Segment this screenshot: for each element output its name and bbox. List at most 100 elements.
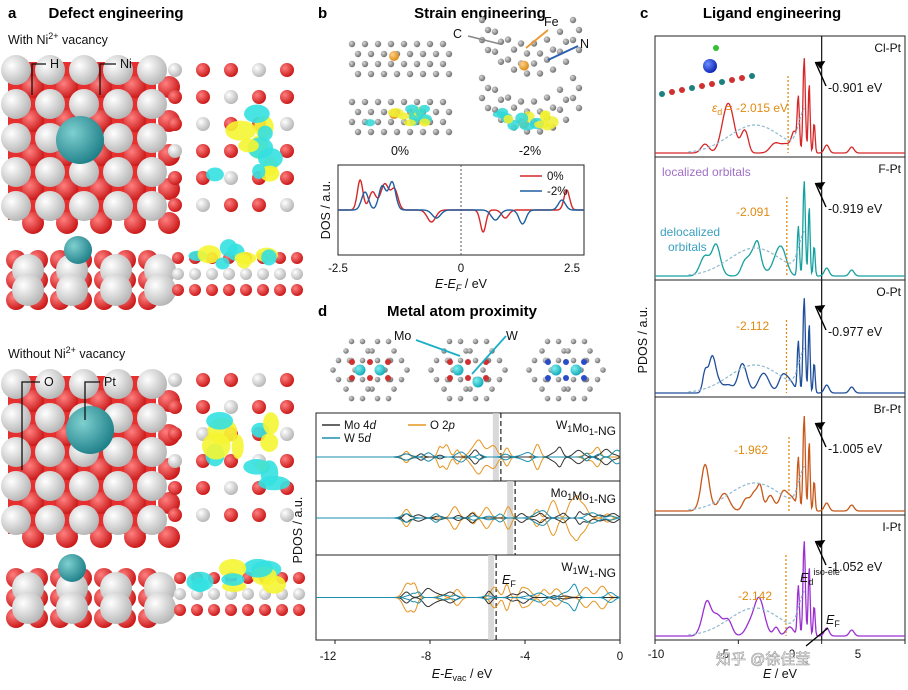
atom [168, 508, 182, 522]
h-atom [1, 471, 31, 501]
h-atom [35, 369, 65, 399]
charge-lobe [252, 163, 266, 179]
charge-lobe [515, 112, 529, 125]
pdos-c-curve-4 [655, 541, 905, 637]
delocalized-label-1: delocalized [660, 225, 720, 239]
slab-top-view-without-vacancy [1, 369, 180, 548]
pdos-d-curve-1-0-dn [316, 517, 620, 542]
charge-lobe [503, 114, 514, 124]
slab-side-view-with-vacancy [6, 236, 176, 310]
h-atom [69, 89, 99, 119]
c-atom [426, 60, 434, 68]
o-atom [56, 76, 78, 98]
c-atom [478, 16, 486, 24]
c-atom [359, 376, 366, 383]
atom [224, 171, 238, 185]
pdos-c-energy-3: -1.005 eV [828, 442, 883, 456]
c-atom [472, 357, 479, 364]
pdos-c-xtick-2: -5 [719, 649, 729, 661]
c-atom [445, 108, 453, 116]
c-atom [406, 50, 414, 58]
atom [280, 63, 294, 77]
c-atom [530, 98, 538, 105]
o-atom [90, 212, 112, 234]
h-atom [69, 157, 99, 187]
c-atom [365, 348, 371, 354]
h-atom [137, 471, 167, 501]
c-atom [570, 357, 577, 364]
n-or-o-atom [447, 375, 453, 381]
h-atom [69, 505, 99, 535]
charge-density-side-with-vacancy [172, 239, 303, 296]
metal-atom-2 [570, 364, 582, 376]
atom [257, 268, 269, 280]
o-atom [22, 390, 44, 412]
o-atom [22, 212, 44, 234]
c-atom [419, 70, 427, 78]
n-or-o-atom [483, 375, 489, 381]
arrow-mo [415, 339, 461, 357]
c-atom [536, 128, 544, 135]
c-atom [565, 348, 571, 354]
atom [208, 588, 220, 600]
ed-label-ipt: -2.142 [738, 589, 772, 603]
pt-atom [56, 116, 104, 164]
c-atom [517, 98, 525, 105]
charge-density-top-with-vacancy [168, 63, 294, 212]
svg-text:0%: 0% [547, 171, 564, 183]
c-atom [343, 348, 349, 354]
c-atom [504, 36, 512, 43]
atom [293, 588, 305, 600]
h-atom [1, 369, 31, 399]
c-atom [570, 395, 577, 402]
mo-label: Mo [394, 329, 411, 343]
c-atom [539, 386, 545, 392]
atom [225, 604, 237, 616]
c-atom [335, 376, 342, 383]
c-atom [561, 386, 567, 392]
h-atom [103, 505, 133, 535]
panel-d-letter: d [318, 303, 327, 320]
c-atom [348, 395, 355, 402]
c-atom [369, 386, 375, 392]
atom [168, 198, 182, 212]
c-atom [445, 128, 453, 136]
callout-o: O [21, 375, 54, 470]
o-atom [22, 144, 44, 166]
h-atom [1, 191, 31, 221]
atom [174, 588, 186, 600]
pdos-c-frame-4 [654, 514, 906, 641]
ed-label-clpt: εd = -2.015 eV [712, 101, 788, 117]
h-atom [35, 437, 65, 467]
atom [172, 268, 184, 280]
atom [252, 508, 266, 522]
c-atom [348, 338, 355, 345]
c-atom [374, 376, 381, 383]
c-atom [510, 104, 518, 111]
o-atom [158, 212, 180, 234]
c-atom [413, 40, 421, 48]
pdos-c-subplots: Cl-Pt -0.901 eV F-Pt -0.919 eV O-Pt -0.977 eV… [654, 35, 906, 644]
c-atom [543, 94, 551, 101]
atom [280, 90, 294, 104]
h-atom [137, 505, 167, 535]
c-atom [367, 70, 375, 78]
pdos-subplots: W1Mo1-NG Mo1Mo1-NG W1W1-NG [315, 412, 621, 644]
h-atom [35, 403, 65, 433]
c-atom [400, 40, 408, 48]
charge-lobe [403, 119, 416, 127]
charge-lobe [238, 138, 259, 153]
c-atom [543, 36, 551, 43]
c-atom [594, 357, 601, 364]
c-atom [467, 348, 473, 354]
h-atom [35, 89, 65, 119]
charge-lobe [364, 119, 376, 127]
c-atom [432, 128, 440, 136]
h-atom [137, 369, 167, 399]
pdos-c-subplot-name-1: F-Pt [878, 162, 901, 176]
c-atom [439, 98, 447, 106]
c-atom [354, 128, 362, 136]
callout-pt: Pt [84, 375, 116, 420]
panel-b-letter: b [318, 5, 327, 22]
pdos-c-energy-2: -0.977 eV [828, 325, 883, 339]
